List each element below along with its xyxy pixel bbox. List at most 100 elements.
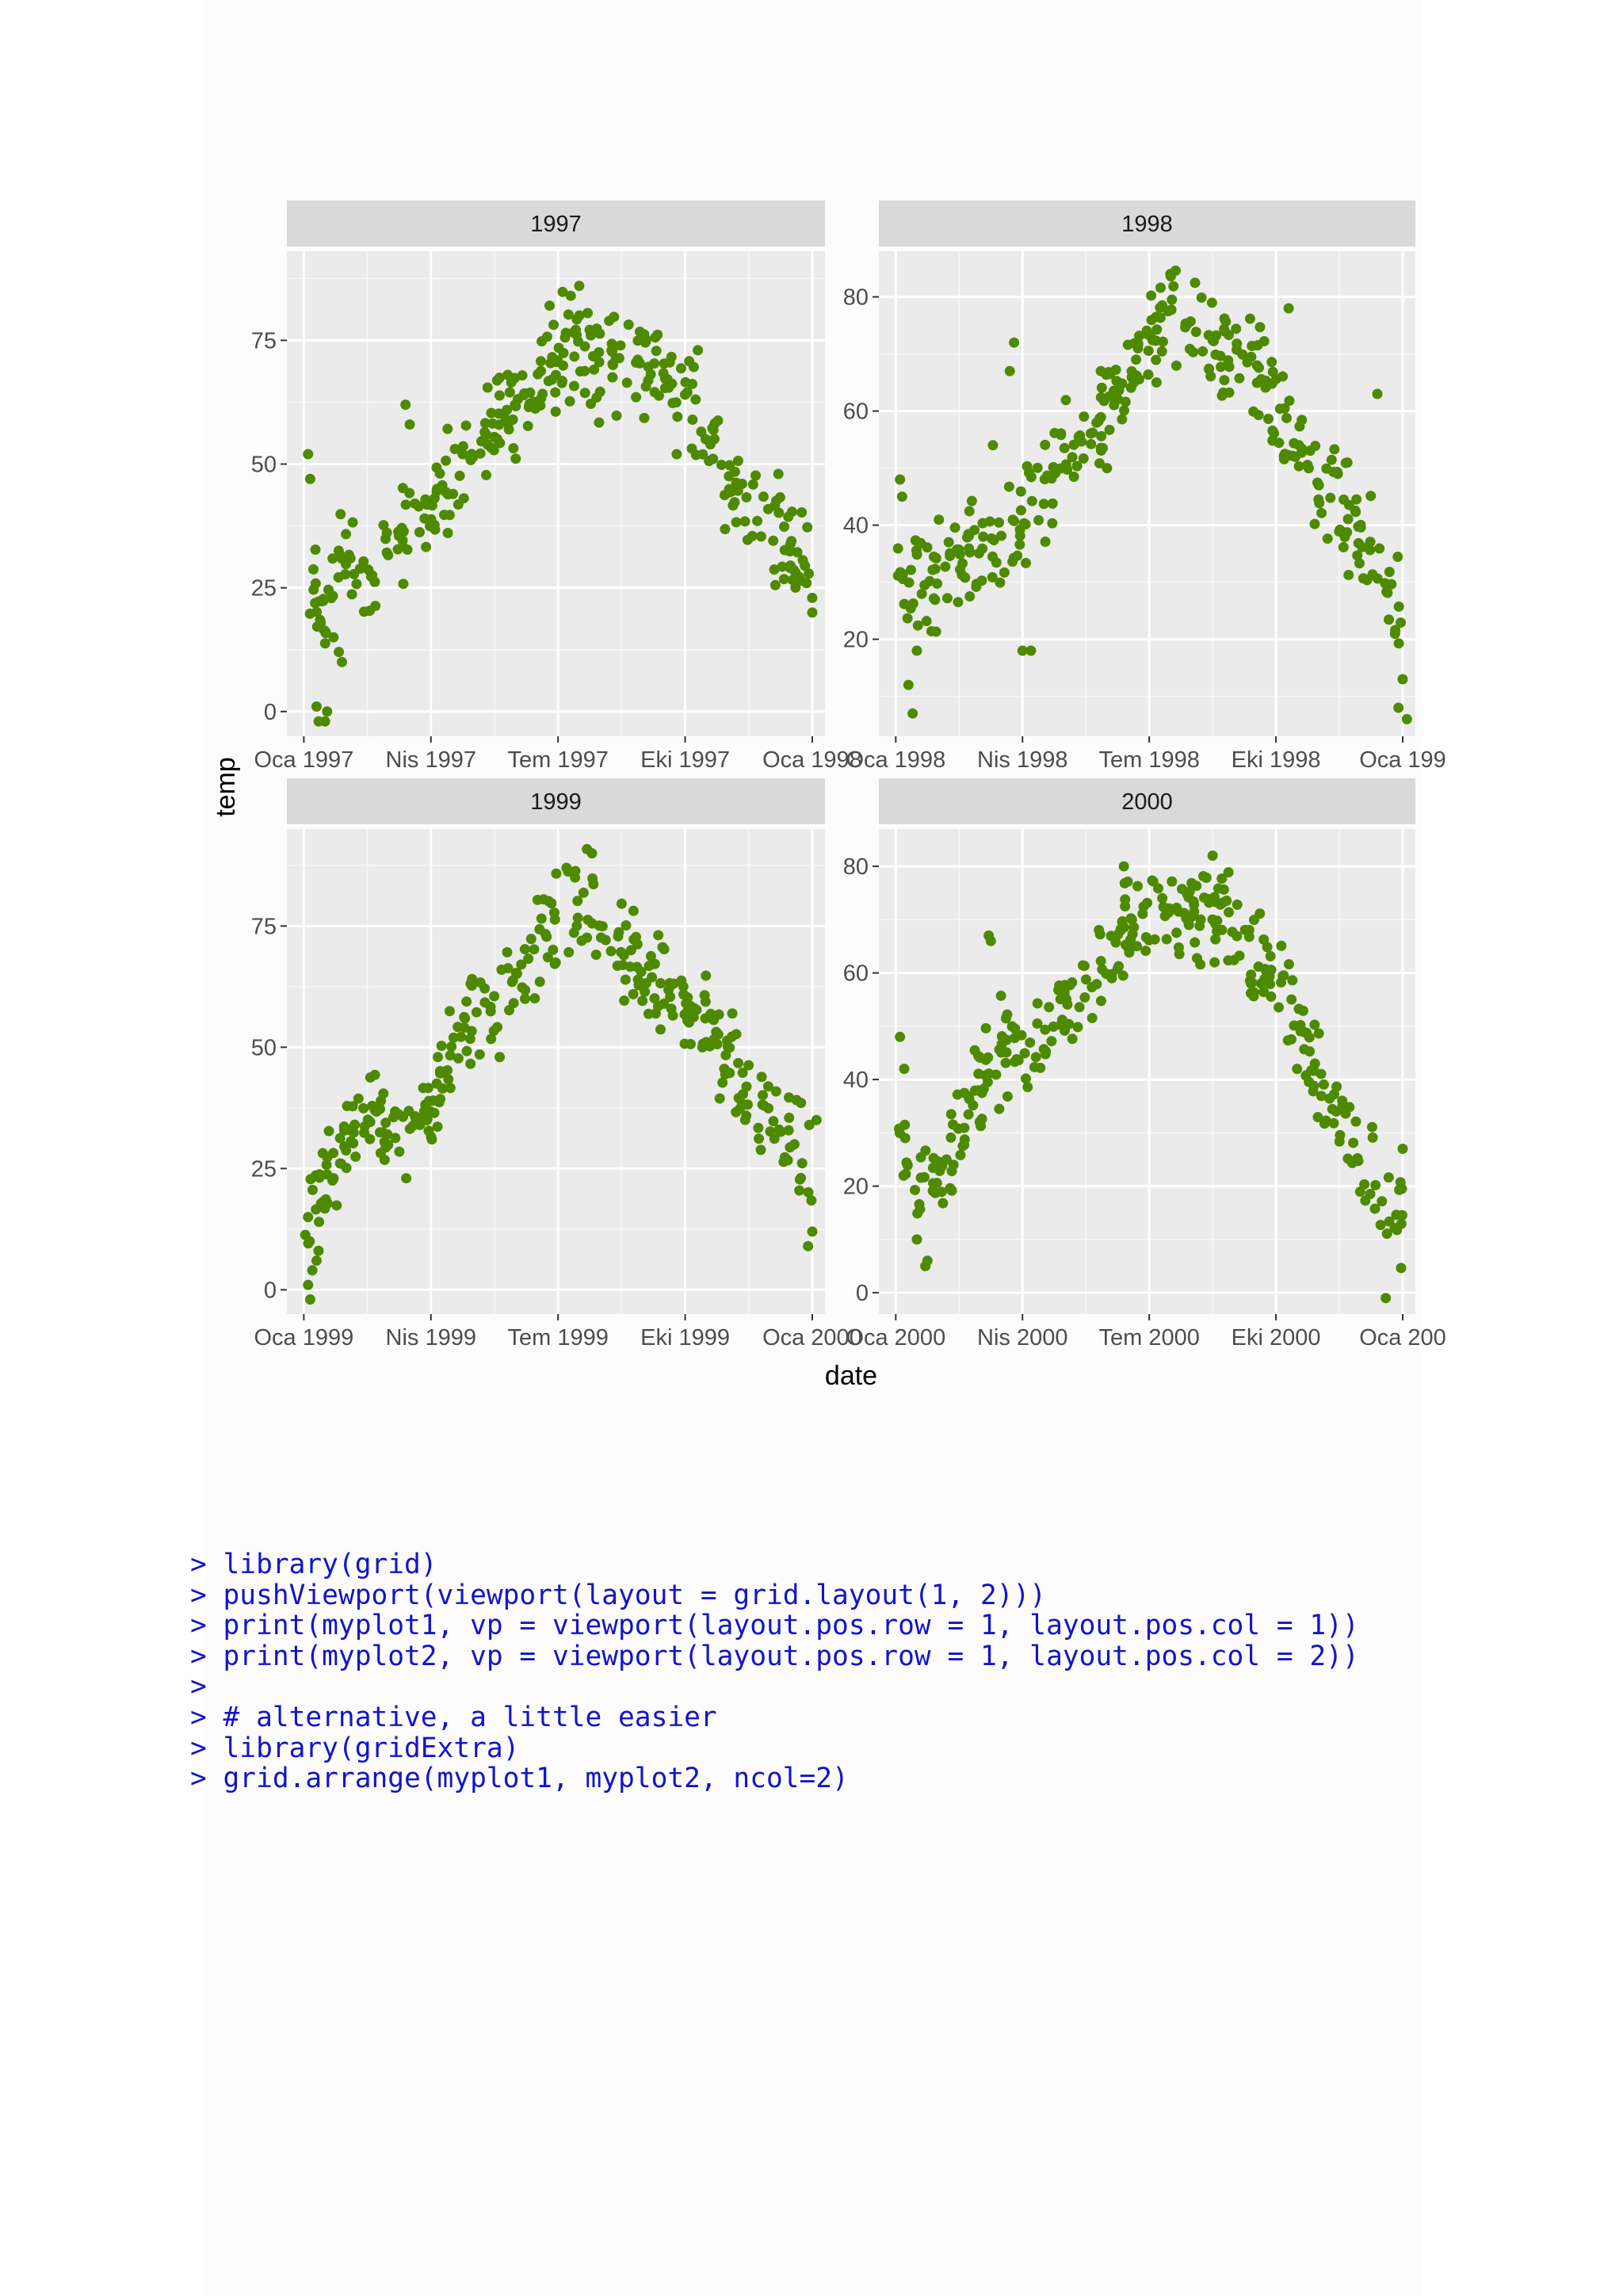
data-point <box>367 1100 378 1111</box>
data-point <box>319 716 330 727</box>
points <box>303 281 818 727</box>
data-point <box>1132 881 1143 892</box>
data-point <box>607 372 618 383</box>
data-point <box>1156 346 1167 357</box>
data-point <box>1338 541 1349 552</box>
data-point <box>549 958 560 969</box>
facet-panels: 1997 Oca 1997 Nis 1997 Tem 1997 Eki 1997 Oca … <box>251 201 1446 1350</box>
data-point <box>445 1050 456 1061</box>
data-point <box>955 1149 966 1160</box>
data-point <box>467 973 478 984</box>
data-point <box>911 549 922 560</box>
data-point <box>1109 391 1121 402</box>
data-point <box>903 679 914 690</box>
data-point <box>303 449 314 460</box>
data-point <box>938 1198 949 1209</box>
data-point <box>444 510 455 521</box>
data-point <box>1218 884 1229 895</box>
data-point <box>778 574 789 585</box>
data-point <box>1195 959 1206 970</box>
facet-strip <box>287 778 825 824</box>
data-point <box>303 1279 314 1290</box>
data-point <box>414 1117 425 1128</box>
data-point <box>1124 947 1135 958</box>
data-point <box>1207 850 1218 861</box>
x-tick-label: Oca 1998 <box>846 747 945 773</box>
data-point <box>693 345 704 356</box>
data-point <box>1321 463 1332 474</box>
data-point <box>640 986 651 997</box>
data-point <box>1377 1196 1388 1207</box>
data-point <box>432 1121 443 1133</box>
data-point <box>334 1133 346 1144</box>
data-point <box>1079 411 1090 422</box>
data-point <box>708 1033 720 1045</box>
data-point <box>1002 1091 1013 1102</box>
data-point <box>712 415 724 426</box>
data-point <box>775 1126 786 1137</box>
data-point <box>587 873 598 884</box>
data-point <box>773 468 784 479</box>
data-point <box>1308 1065 1319 1076</box>
data-point <box>1189 899 1200 910</box>
y-tick-label: 25 <box>251 576 277 602</box>
data-point <box>729 497 740 508</box>
data-point <box>724 1042 735 1053</box>
data-point <box>757 1099 768 1110</box>
data-point <box>569 351 580 362</box>
data-point <box>561 862 572 873</box>
data-point <box>804 568 815 579</box>
data-point <box>741 491 752 502</box>
data-point <box>318 594 329 605</box>
data-point <box>519 944 530 955</box>
data-point <box>540 929 551 940</box>
data-point <box>794 1185 805 1196</box>
data-point <box>701 970 712 981</box>
code-line: > # alternative, a little easier <box>190 1701 717 1733</box>
data-point <box>946 1166 957 1177</box>
data-point <box>1168 281 1179 292</box>
data-point <box>508 998 519 1009</box>
data-point <box>708 1014 720 1026</box>
data-point <box>1086 438 1097 449</box>
data-point <box>379 1154 390 1165</box>
data-point <box>390 1133 401 1144</box>
data-point <box>591 392 602 403</box>
data-point <box>523 953 534 965</box>
data-point <box>534 976 545 988</box>
data-point <box>615 340 626 351</box>
data-point <box>1256 373 1267 384</box>
data-point <box>770 1086 781 1097</box>
x-axis-title: date <box>825 1361 877 1391</box>
data-point <box>1366 1121 1377 1133</box>
data-point <box>494 390 505 401</box>
data-point <box>653 1001 664 1012</box>
data-point <box>341 1163 352 1174</box>
data-point <box>1370 1179 1381 1190</box>
data-point <box>315 617 327 628</box>
data-point <box>572 912 583 923</box>
data-point <box>736 1098 747 1110</box>
data-point <box>895 567 906 578</box>
data-point <box>595 932 606 943</box>
data-point <box>796 506 808 518</box>
data-point <box>378 520 389 531</box>
data-point <box>503 424 514 435</box>
data-point <box>538 894 549 905</box>
y-tick-label: 50 <box>251 453 277 478</box>
data-point <box>651 346 662 357</box>
data-point <box>896 491 907 502</box>
data-point <box>911 645 922 656</box>
data-point <box>548 907 559 919</box>
data-point <box>465 1058 476 1069</box>
data-point <box>1357 541 1368 552</box>
data-point <box>1329 444 1340 455</box>
data-point <box>334 647 345 658</box>
data-point <box>1095 995 1106 1007</box>
data-point <box>912 620 923 631</box>
data-point <box>1396 617 1407 628</box>
data-point <box>1216 873 1228 884</box>
data-point <box>502 404 513 415</box>
data-point <box>971 581 982 592</box>
data-point <box>466 449 477 460</box>
